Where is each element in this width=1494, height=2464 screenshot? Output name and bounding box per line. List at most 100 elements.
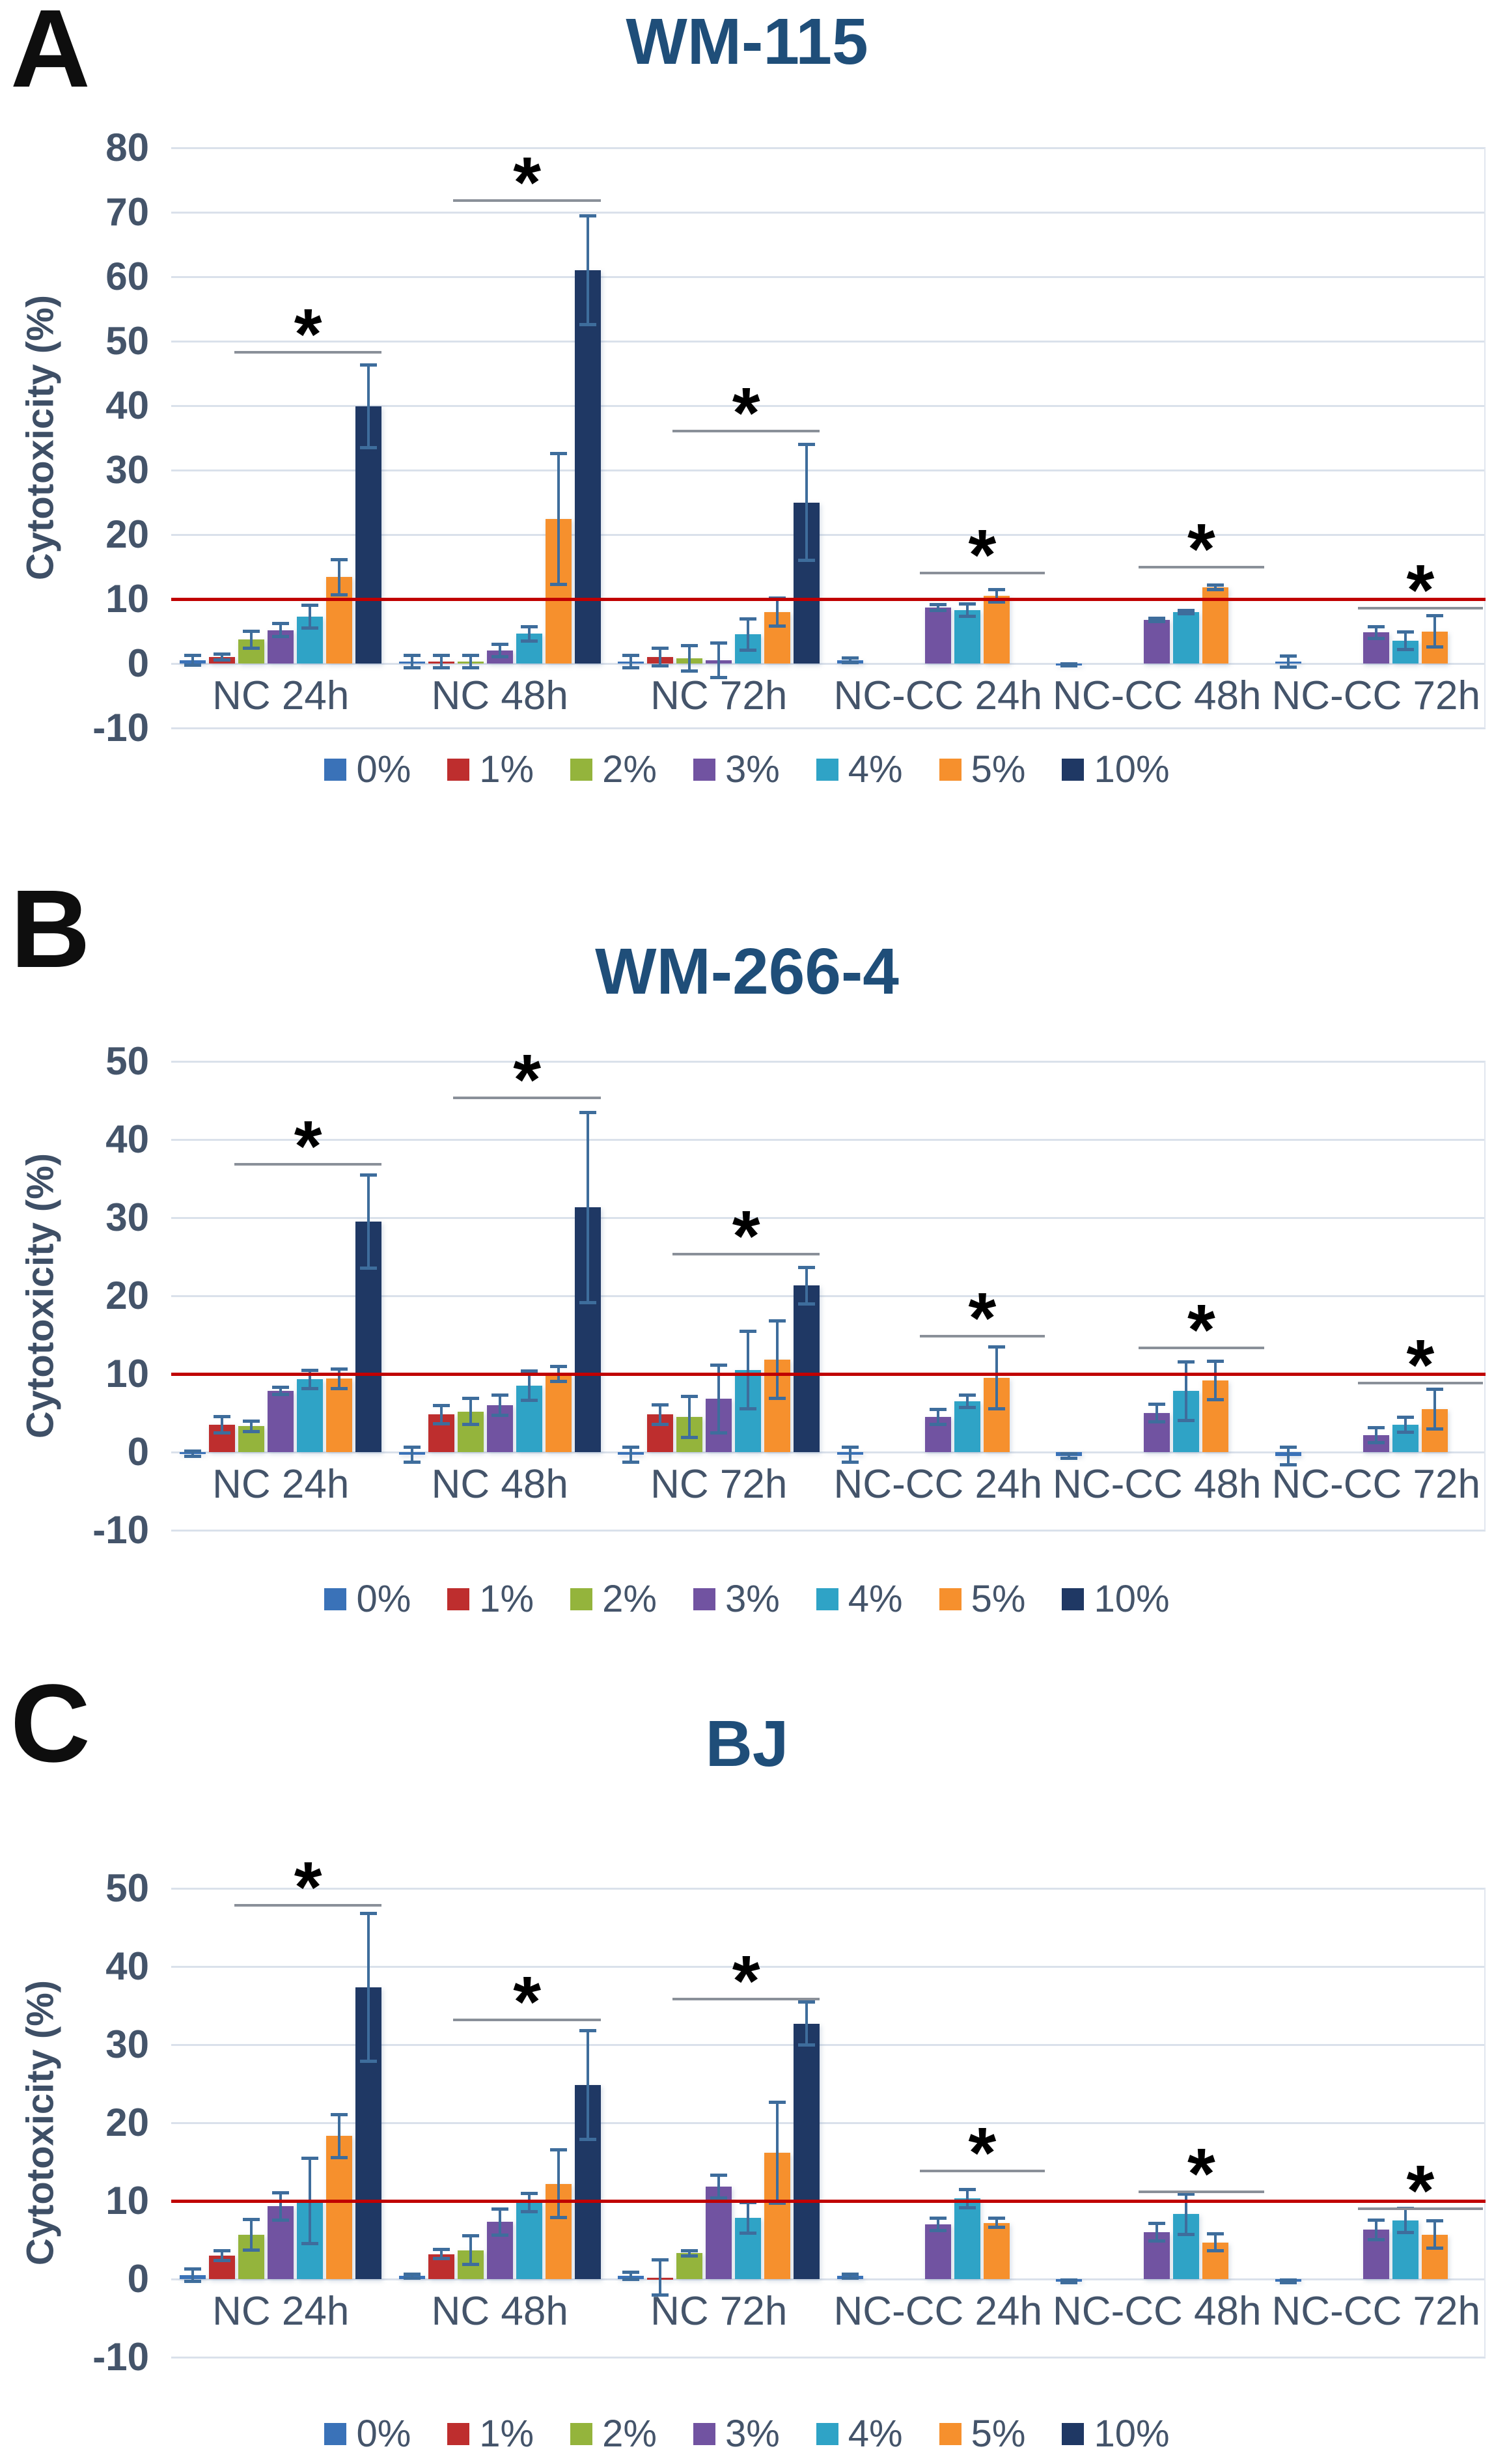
error-bar-cap — [798, 2043, 816, 2047]
error-bar — [309, 604, 312, 628]
significance-line — [1139, 565, 1264, 568]
significance-line — [672, 1253, 820, 1255]
error-bar-cap — [579, 2138, 596, 2142]
legend-swatch-icon — [570, 1588, 593, 1610]
error-bar — [965, 603, 969, 617]
error-bar — [1374, 1427, 1377, 1443]
error-bar-cap — [1207, 1397, 1224, 1401]
error-bar-cap — [243, 2217, 260, 2221]
error-bar-cap — [301, 1386, 319, 1390]
error-bar-cap — [740, 1330, 757, 1333]
y-tick-label: 10 — [105, 577, 149, 621]
y-tick-label: 20 — [105, 512, 149, 556]
legend-label: 2% — [602, 2413, 657, 2455]
error-bar — [469, 655, 472, 668]
y-tick-label: 20 — [105, 2101, 149, 2144]
error-bar-cap — [622, 665, 640, 669]
error-bar — [439, 2249, 443, 2259]
error-bar-cap — [1178, 1419, 1195, 1422]
legend-label: 10% — [1094, 2413, 1170, 2455]
error-bar-cap — [462, 654, 479, 658]
category-label: NC-CC 48h — [1053, 2289, 1262, 2334]
y-tick-label: 40 — [105, 384, 149, 427]
gridline — [171, 147, 1486, 149]
error-bar-cap — [1367, 2238, 1385, 2241]
error-bar-cap — [988, 2225, 1005, 2229]
error-bar — [250, 630, 253, 649]
error-bar-cap — [272, 635, 290, 639]
error-bar-cap — [740, 1407, 757, 1410]
error-bar-cap — [301, 2157, 319, 2160]
error-bar-cap — [549, 583, 567, 587]
bar-10%-nc-48h — [574, 270, 601, 664]
plot-area: 50 40 30 20 10 0 -10 NC 24h NC 48h NC 72h NC-CC 24… — [92, 1042, 1486, 1550]
bar-5%-nc-48h — [545, 1374, 572, 1452]
y-tick-label: -10 — [92, 2335, 149, 2379]
legend-item-1%: 1% — [447, 2412, 534, 2456]
category-label: NC 48h — [431, 1462, 568, 1507]
error-bar-cap — [798, 2000, 816, 2004]
error-bar — [688, 1395, 691, 1438]
error-bar — [338, 559, 341, 596]
error-bar — [659, 1404, 662, 1425]
error-bar — [717, 1364, 721, 1434]
error-bar — [848, 2273, 851, 2278]
error-bar — [410, 655, 413, 668]
error-bar-cap — [331, 2156, 348, 2159]
legend-swatch-icon — [693, 758, 715, 781]
gridline — [171, 1965, 1486, 1968]
error-bar-cap — [549, 452, 567, 456]
error-bar — [1155, 2222, 1159, 2242]
error-bar — [191, 2269, 195, 2282]
y-tick-label: 50 — [105, 319, 149, 363]
error-bar — [805, 2002, 809, 2046]
error-bar-cap — [360, 446, 378, 450]
significance-asterisk: * — [968, 515, 997, 596]
error-bar-cap — [432, 665, 450, 669]
panel-letter-c: C — [10, 1662, 90, 1785]
error-bar — [221, 2250, 224, 2261]
significance-asterisk: * — [294, 294, 322, 374]
significance-asterisk: * — [732, 372, 760, 453]
error-bar-cap — [243, 1429, 260, 1433]
error-bar-cap — [798, 443, 816, 447]
error-bar-cap — [549, 1380, 567, 1383]
error-bar — [805, 1267, 809, 1305]
error-bar-cap — [681, 1436, 699, 1440]
gridline — [171, 275, 1486, 278]
error-bar — [1433, 1388, 1436, 1430]
error-bar-cap — [841, 661, 859, 664]
error-bar-cap — [710, 675, 728, 679]
error-bar — [338, 2114, 341, 2158]
error-bar-cap — [462, 2233, 479, 2237]
error-bar-cap — [622, 654, 640, 658]
significance-line — [919, 1335, 1045, 1337]
gridline — [171, 2278, 1486, 2280]
error-bar — [1214, 2233, 1217, 2251]
error-bar — [498, 1395, 501, 1416]
error-bar — [848, 658, 851, 663]
error-bar-cap — [403, 654, 421, 658]
error-bar-cap — [958, 2205, 976, 2209]
error-bar — [279, 623, 283, 637]
error-bar-cap — [1207, 2248, 1224, 2252]
category-label: NC 72h — [650, 673, 788, 718]
legend-item-1%: 1% — [447, 1577, 534, 1621]
error-bar-cap — [1207, 1359, 1224, 1363]
bar-4%-nc-cc-24h — [954, 2198, 980, 2279]
legend-label: 3% — [725, 2413, 780, 2455]
panel-a: A WM-115 Cytotoxicity (%) 80 70 60 50 40 30 20… — [0, 0, 1494, 822]
error-bar-cap — [929, 2217, 947, 2220]
error-bar — [776, 598, 779, 626]
bar-3%-nc-cc-24h — [924, 607, 951, 664]
error-bar-cap — [798, 1302, 816, 1306]
error-bar-cap — [301, 1369, 319, 1372]
error-bar-cap — [841, 2272, 859, 2276]
error-bar-cap — [331, 1367, 348, 1371]
error-bar-cap — [769, 624, 786, 628]
legend-swatch-icon — [1062, 1588, 1085, 1610]
error-bar-cap — [841, 1445, 859, 1449]
legend-item-4%: 4% — [816, 1577, 903, 1621]
significance-line — [672, 1998, 820, 2000]
significance-asterisk: * — [732, 1941, 760, 2021]
